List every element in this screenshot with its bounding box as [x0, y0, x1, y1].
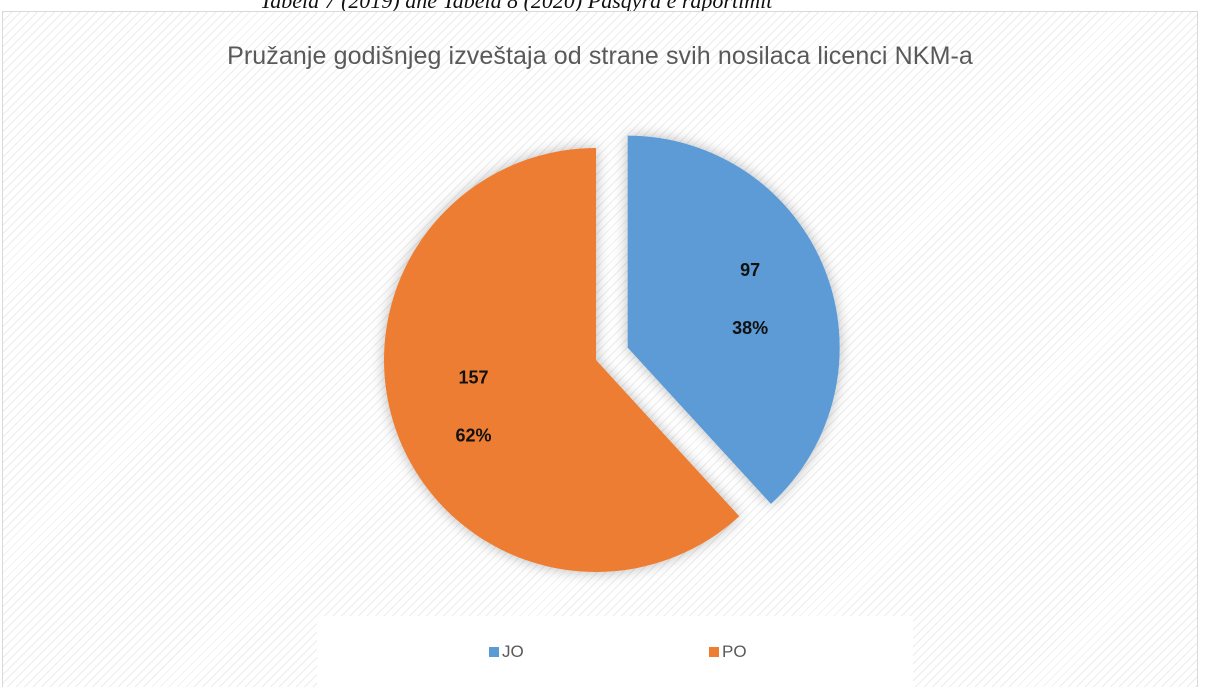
- pie-chart: 97 38% 157 62%: [384, 135, 840, 572]
- page-header-strip: Tabela 7 (2019) dhe Tabela 8 (2020) Pasq…: [0, 0, 1205, 12]
- chart-title: Pružanje godišnjeg izveštaja od strane s…: [227, 42, 973, 70]
- data-label-value-po: 157: [458, 368, 488, 388]
- legend-label-jo: JO: [502, 642, 524, 661]
- data-label-percent-po: 62%: [455, 426, 491, 446]
- data-label-value-jo: 97: [740, 260, 760, 280]
- legend-label-po: PO: [722, 642, 747, 661]
- data-label-percent-jo: 38%: [732, 318, 768, 338]
- pie-slices: [384, 135, 840, 572]
- legend-swatch-jo: [489, 647, 499, 657]
- pie-slice-jo: [627, 135, 840, 504]
- chart-legend: JO PO: [317, 616, 913, 688]
- legend-item-po: PO: [709, 642, 747, 662]
- legend-swatch-po: [709, 647, 719, 657]
- legend-item-jo: JO: [489, 642, 524, 662]
- pie-slice-po: [384, 147, 740, 572]
- pie-data-labels: 97 38% 157 62%: [455, 260, 768, 446]
- chart-area: Pružanje godišnjeg izveštaja od strane s…: [2, 11, 1198, 688]
- page-header-text: Tabela 7 (2019) dhe Tabela 8 (2020) Pasq…: [260, 0, 772, 12]
